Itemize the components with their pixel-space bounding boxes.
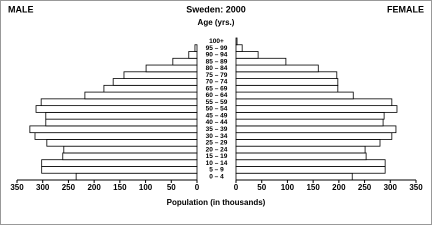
x-tick-label: 350 <box>409 183 423 192</box>
x-tick-label: 300 <box>36 183 50 192</box>
bar <box>235 78 339 86</box>
page: Sweden: 2000 Age (yrs.) MALE FEMALE Popu… <box>0 0 432 225</box>
bar <box>63 145 198 154</box>
bar <box>235 57 287 66</box>
bar <box>34 132 198 140</box>
bar <box>172 57 198 66</box>
bar <box>123 71 198 79</box>
bar <box>235 166 386 174</box>
bar <box>235 125 397 134</box>
age-label: 100+ <box>209 38 224 45</box>
bar <box>62 152 198 161</box>
bar <box>145 64 198 73</box>
age-label: 75 – 79 <box>206 72 228 79</box>
age-label: 30 – 34 <box>206 133 228 140</box>
bar <box>45 118 198 127</box>
x-tick-label: 0 <box>234 183 239 192</box>
x-tick-label: 0 <box>195 183 200 192</box>
x-tick-label: 50 <box>257 183 266 192</box>
age-label: 55 – 59 <box>206 99 228 106</box>
bar <box>235 105 398 113</box>
bar <box>235 152 367 161</box>
bar <box>46 139 198 147</box>
bar <box>235 132 393 140</box>
x-tick-label: 100 <box>139 183 153 192</box>
x-tick-label: 50 <box>167 183 176 192</box>
age-label: 25 – 29 <box>206 140 228 147</box>
age-label: 0 – 4 <box>209 173 224 180</box>
bar <box>194 44 198 52</box>
age-label: 40 – 44 <box>206 119 228 126</box>
bar <box>84 91 198 100</box>
bar <box>235 84 339 93</box>
bar <box>29 125 198 134</box>
bar <box>45 111 198 120</box>
bar <box>235 111 385 120</box>
x-tick-label: 250 <box>62 183 76 192</box>
bar <box>41 166 198 174</box>
age-label: 90 – 94 <box>206 52 228 59</box>
age-label: 5 – 9 <box>209 167 224 174</box>
bar <box>103 84 198 93</box>
bar <box>235 172 353 181</box>
bar <box>188 51 198 59</box>
age-label: 80 – 84 <box>206 65 228 72</box>
bar <box>112 78 198 86</box>
x-tick-label: 300 <box>384 183 398 192</box>
bar <box>235 51 259 59</box>
bar <box>235 37 238 46</box>
bar <box>235 139 381 147</box>
x-tick-label: 100 <box>281 183 295 192</box>
chart-title: Sweden: 2000 <box>186 4 246 14</box>
x-tick-label: 250 <box>358 183 372 192</box>
age-label: 70 – 74 <box>206 79 228 86</box>
x-axis-label: Population (in thousands) <box>167 198 266 207</box>
age-label: 65 – 69 <box>206 85 228 92</box>
bar <box>235 145 366 154</box>
bar <box>75 172 198 181</box>
age-label: 10 – 14 <box>206 160 228 167</box>
bar <box>40 98 198 107</box>
age-label: 35 – 39 <box>206 126 228 133</box>
x-tick-label: 350 <box>10 183 24 192</box>
age-label: 15 – 19 <box>206 153 228 160</box>
age-label: 85 – 89 <box>206 58 228 65</box>
bar <box>41 159 198 167</box>
bar <box>235 71 338 79</box>
chart-subtitle: Age (yrs.) <box>198 18 235 27</box>
age-label: 20 – 24 <box>206 146 228 153</box>
age-label: 95 – 99 <box>206 45 228 52</box>
legend-male: MALE <box>8 4 34 14</box>
bar <box>35 105 198 113</box>
x-tick-label: 150 <box>113 183 127 192</box>
bar <box>235 98 393 107</box>
bar <box>235 159 386 167</box>
age-label: 45 – 49 <box>206 112 228 119</box>
age-label: 50 – 54 <box>206 106 228 113</box>
age-label: 60 – 64 <box>206 92 228 99</box>
bar <box>235 64 319 73</box>
chart: Sweden: 2000 Age (yrs.) MALE FEMALE Popu… <box>0 0 432 225</box>
bar <box>235 118 384 127</box>
x-tick-label: 200 <box>332 183 346 192</box>
x-tick-label: 200 <box>87 183 101 192</box>
bar <box>235 44 243 52</box>
bar <box>235 91 354 100</box>
legend-female: FEMALE <box>387 4 424 14</box>
x-tick-label: 150 <box>306 183 320 192</box>
